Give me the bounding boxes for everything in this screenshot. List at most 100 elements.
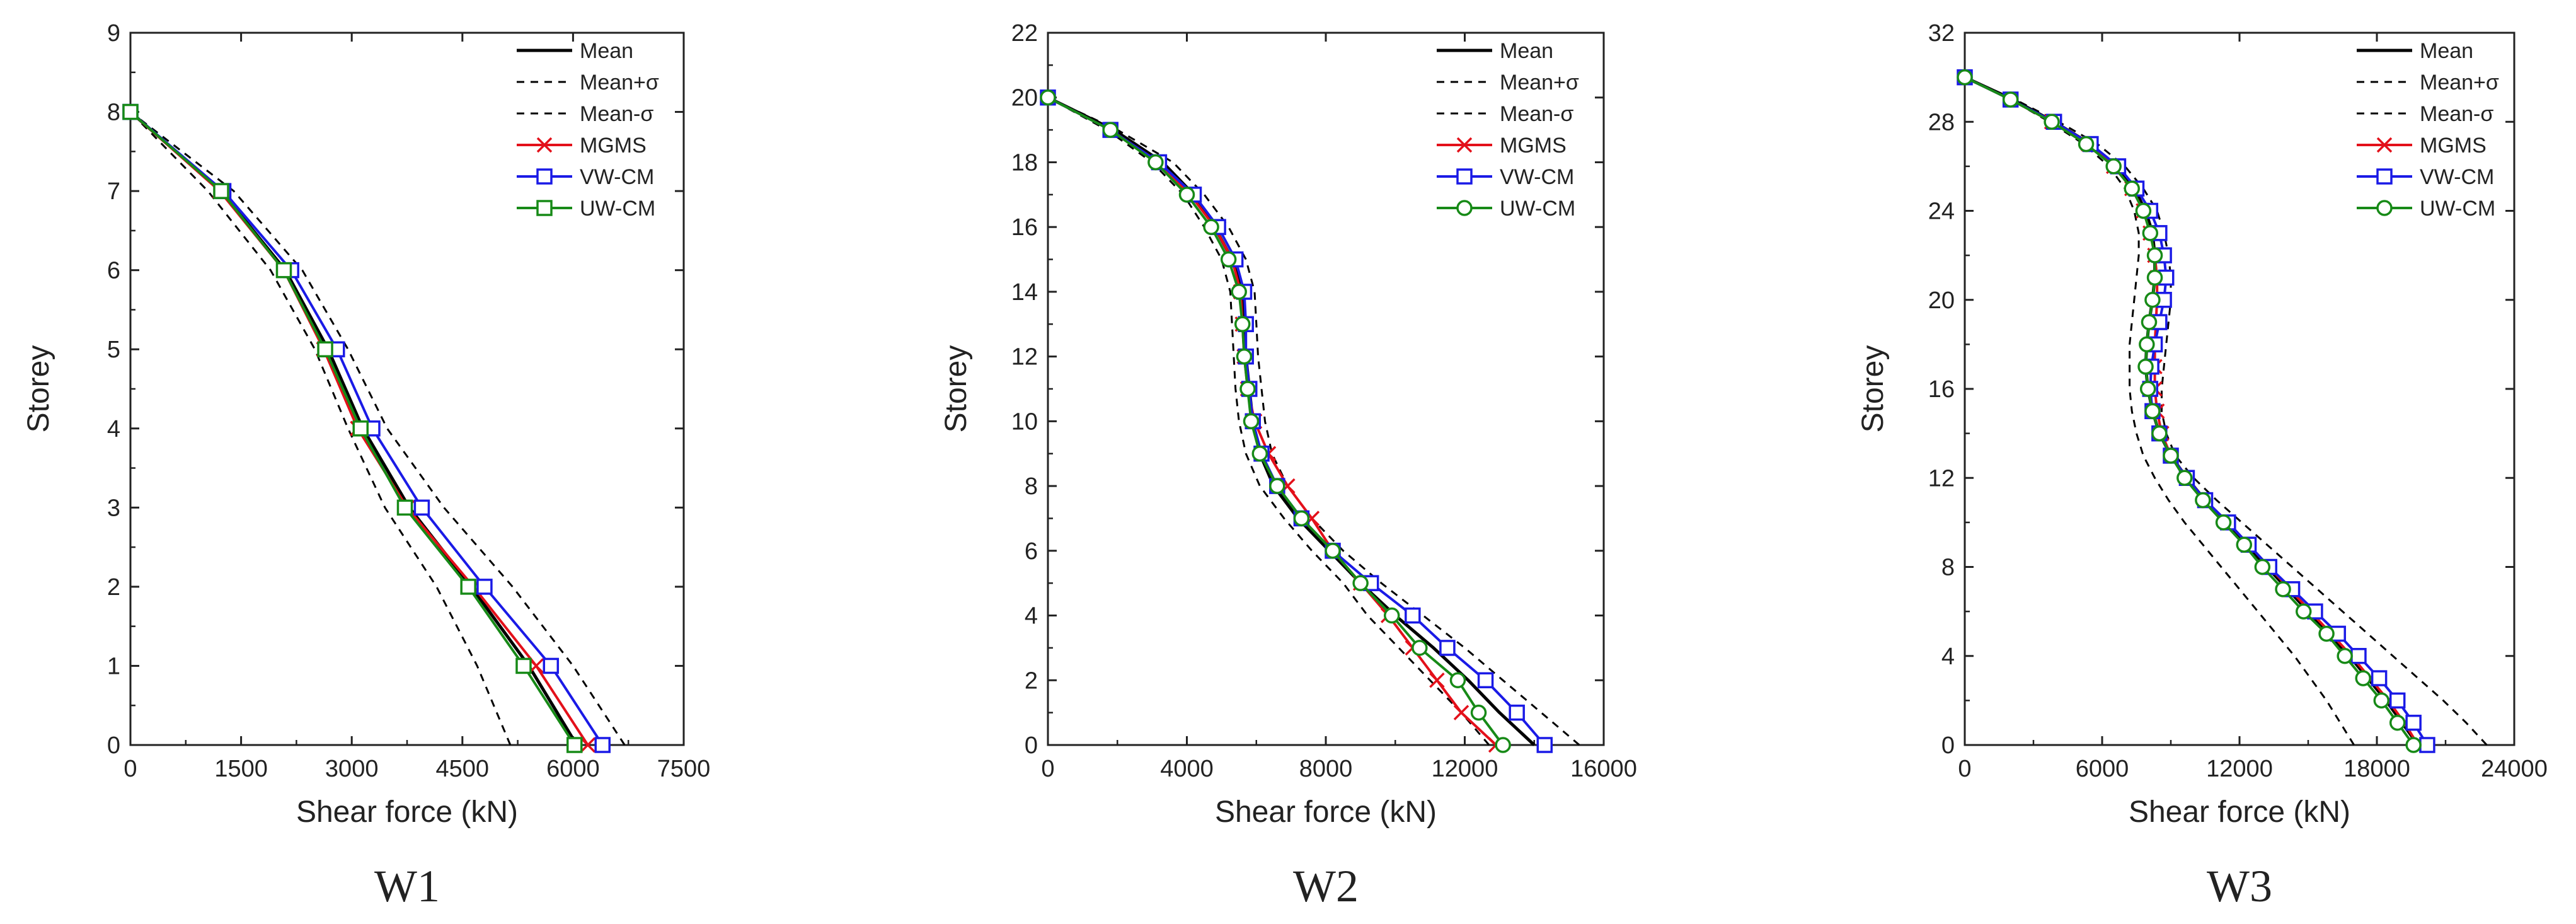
y-axis-title: Storey — [22, 345, 55, 433]
legend-marker — [536, 168, 553, 185]
data-point — [1178, 187, 1195, 203]
x-tick-label: 3000 — [325, 756, 379, 782]
series-line — [1964, 76, 2420, 746]
data-point — [1251, 445, 1268, 462]
legend-label: MGMS — [2420, 134, 2487, 158]
data-point — [580, 737, 596, 753]
legend-label: UW-CM — [580, 197, 655, 221]
data-point — [1269, 478, 1285, 494]
panel-title: W3 — [2207, 861, 2272, 911]
series-mean- — [1964, 76, 2488, 746]
data-point — [1243, 413, 1260, 430]
y-tick-label: 2 — [107, 574, 120, 601]
legend: Mean Mean+σ Mean-σ MGMS VW-CM UW-CM — [517, 39, 659, 221]
series-line — [129, 111, 576, 746]
series-line — [1964, 76, 2420, 746]
legend-label: Mean+σ — [1500, 71, 1579, 95]
y-tick-label: 0 — [1025, 732, 1038, 759]
data-point — [1325, 543, 1341, 559]
y-tick-label: 4 — [1025, 603, 1038, 630]
data-point — [2105, 158, 2122, 175]
legend-label: VW-CM — [1500, 165, 1574, 189]
y-tick-label: 8 — [107, 100, 120, 126]
series-line — [1047, 96, 1546, 746]
legend-marker — [1456, 200, 1473, 216]
series-mean — [1047, 96, 1536, 746]
series-line — [130, 111, 626, 746]
y-tick-label: 5 — [107, 337, 120, 363]
data-point — [1040, 89, 1056, 106]
legend-label: MGMS — [1500, 134, 1567, 158]
data-point — [2144, 292, 2161, 308]
series-uw-cm — [1040, 89, 1511, 753]
x-tick-label: 7500 — [657, 756, 711, 782]
data-point — [1957, 69, 1973, 86]
data-point — [2419, 737, 2435, 753]
data-point — [1203, 219, 1219, 235]
data-point — [213, 183, 229, 199]
data-point — [2405, 737, 2422, 753]
data-point — [2141, 314, 2158, 330]
y-tick-label: 9 — [107, 20, 120, 47]
data-point — [1536, 737, 1553, 753]
x-tick-label: 24000 — [2481, 756, 2548, 782]
x-axis-title: Shear force (kN) — [2129, 795, 2350, 829]
y-tick-label: 4 — [107, 416, 120, 442]
data-point — [2337, 648, 2353, 664]
x-tick-label: 0 — [1041, 756, 1054, 782]
y-axis-title: Storey — [1856, 345, 1890, 433]
series-vw-cm — [1957, 69, 2435, 753]
data-point — [1429, 673, 1445, 688]
data-point — [1405, 607, 1421, 624]
series-line — [1047, 96, 1497, 746]
panel-title: W1 — [374, 861, 440, 911]
data-point — [1412, 640, 1428, 656]
y-tick-label: 12 — [1011, 344, 1038, 371]
series-line — [1047, 96, 1580, 746]
data-point — [1147, 154, 1164, 171]
series-mean — [1964, 76, 2420, 746]
x-tick-label: 0 — [1958, 756, 1971, 782]
series-line — [1964, 76, 2488, 746]
y-tick-label: 16 — [1011, 214, 1038, 241]
legend: Mean Mean+σ Mean-σ MGMS VW-CM UW-CM — [1437, 39, 1579, 221]
panel-title: W2 — [1293, 861, 1359, 911]
legend-label: Mean — [580, 39, 633, 63]
y-tick-label: 2 — [1025, 667, 1038, 694]
data-point — [1477, 672, 1494, 689]
legend-label: Mean-σ — [2420, 102, 2493, 126]
data-point — [1234, 316, 1251, 333]
y-tick-label: 8 — [1025, 473, 1038, 500]
x-tick-label: 4500 — [436, 756, 490, 782]
data-point — [1102, 122, 1118, 138]
data-point — [2137, 358, 2154, 375]
data-point — [460, 579, 476, 595]
legend-marker — [2376, 137, 2393, 153]
legend-label: Mean+σ — [2420, 71, 2499, 95]
data-point — [594, 737, 611, 753]
y-tick-label: 7 — [107, 178, 120, 205]
y-tick-label: 20 — [1011, 85, 1038, 112]
series-line — [129, 111, 512, 746]
data-point — [413, 499, 430, 516]
y-tick-label: 1 — [107, 653, 120, 679]
y-tick-label: 10 — [1011, 408, 1038, 435]
data-point — [1352, 575, 1369, 591]
y-tick-label: 6 — [1025, 538, 1038, 565]
x-tick-label: 12000 — [2206, 756, 2273, 782]
data-point — [2139, 336, 2155, 353]
data-point — [2371, 670, 2388, 686]
legend-label: Mean+σ — [580, 71, 659, 95]
panel-w2: 0 4000 8000 12000 16000 0 2 4 6 8 10 12 14 16 18 20 22 Sh… — [940, 20, 1637, 911]
series-uw-cm — [122, 103, 583, 753]
legend-label: Mean — [1500, 39, 1553, 63]
x-tick-label: 8000 — [1299, 756, 1353, 782]
legend-label: Mean-σ — [1500, 102, 1573, 126]
y-tick-label: 28 — [1928, 109, 1955, 136]
legend-marker — [1456, 168, 1473, 185]
data-point — [1439, 640, 1456, 656]
series-line — [1047, 96, 1490, 746]
x-axis-title: Shear force (kN) — [1215, 795, 1437, 829]
x-tick-label: 18000 — [2343, 756, 2410, 782]
